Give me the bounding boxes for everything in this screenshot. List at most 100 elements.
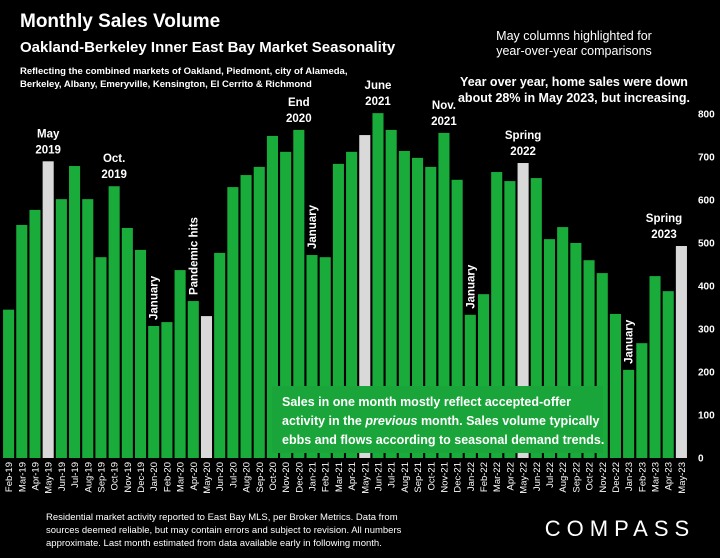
bar [346,151,358,458]
x-tick-label: Feb-21 [321,462,332,492]
bar [675,246,687,458]
bar [174,270,186,458]
chart-title: Monthly Sales Volume [20,11,220,32]
bar [662,291,674,458]
y-tick-label: 100 [698,411,715,422]
bar [649,276,661,458]
bar [583,260,595,458]
box-text-part: previous [364,414,417,428]
x-tick-label: Jan-22 [466,462,477,491]
annotation: Nov. [432,100,456,112]
y-tick-label: 800 [698,110,715,121]
bar [16,224,28,458]
annotation: Oct. [103,153,125,165]
bar [372,113,384,458]
annotation: Pandemic hits [188,217,200,295]
box-text: ebbs and flows according to seasonal dem… [282,433,604,447]
x-tick-label: Nov-19 [123,462,134,493]
x-tick-label: Apr-20 [189,462,200,491]
annotation: 2019 [101,169,127,181]
x-tick-label: Jan-23 [624,462,635,491]
x-tick-label: Mar-21 [334,462,345,492]
annotation: May [37,128,60,140]
x-tick-label: Jul-20 [228,462,239,488]
x-tick-label: Oct-19 [110,462,121,491]
chart-subtitle: Oakland-Berkeley Inner East Bay Market S… [20,39,396,56]
x-tick-label: Dec-21 [453,462,464,493]
bar [148,325,160,458]
note: May columns highlighted for [496,29,652,43]
note: year-over-year comparisons [496,44,652,58]
x-tick-label: Feb-19 [4,462,15,492]
x-tick-label: Dec-20 [294,462,305,493]
bar [609,313,621,458]
bar [636,343,648,458]
y-tick-label: 600 [698,196,715,207]
bar [42,161,54,459]
box-text: activity in the previous month. Sales vo… [282,414,600,428]
bar [240,175,252,458]
footer: Residential market activity reported to … [46,512,398,523]
footer: sources deemed reliable, but may contain… [46,525,402,536]
bar [266,135,278,458]
x-tick-label: Sep-21 [413,462,424,493]
annotation: End [288,97,310,109]
y-tick-label: 200 [698,368,715,379]
y-tick-label: 500 [698,239,715,250]
x-tick-label: Dec-19 [136,462,147,493]
box-text-part: month. Sales volume typically [417,414,599,428]
x-tick-label: Feb-20 [162,462,173,492]
x-tick-label: Dec-22 [611,462,622,493]
bar [3,309,15,458]
bar [543,239,556,458]
annotation: January [624,319,636,364]
bar [332,163,344,458]
y-tick-label: 0 [698,454,704,465]
bar [108,186,120,459]
x-tick-label: Jan-21 [308,462,319,491]
x-tick-label: Oct-22 [585,462,596,491]
x-tick-label: Jul-21 [387,462,398,488]
x-tick-label: Mar-22 [492,462,503,492]
x-tick-label: Apr-19 [30,462,41,491]
x-tick-label: May-23 [677,462,688,494]
bar [121,227,133,458]
box-text-part: Sales in one month mostly reflect accept… [282,395,571,409]
bar [517,163,529,458]
x-tick-label: Oct-21 [426,462,437,491]
bar [161,322,173,458]
y-tick-label: 700 [698,153,715,164]
x-tick-label: May-21 [360,462,371,494]
x-tick-label: Aug-22 [558,462,569,493]
text-box [272,386,603,453]
bar [477,294,490,458]
x-tick-label: Aug-21 [400,462,411,493]
x-tick-label: Feb-22 [479,462,490,492]
bar [425,166,437,458]
note: about 28% in May 2023, but increasing. [458,91,690,105]
x-tick-label: Jan-20 [149,462,160,491]
note: Year over year, home sales were down [460,75,688,89]
x-tick-label: Apr-22 [505,462,516,491]
x-tick-label: Mar-20 [176,462,187,492]
footer: approximate. Last month estimated from d… [46,538,382,549]
annotation: 2022 [510,146,536,158]
x-tick-label: Oct-20 [268,462,279,491]
x-tick-label: May-19 [44,462,55,494]
x-tick-label: Jun-21 [373,462,384,491]
annotation: June [365,80,392,92]
x-tick-label: Aug-20 [242,462,253,493]
bar [293,129,305,458]
y-tick-label: 300 [698,325,715,336]
description: Reflecting the combined markets of Oakla… [20,66,347,77]
x-tick-label: Jun-22 [532,462,543,491]
x-tick-label: Aug-19 [83,462,94,493]
x-tick-label: Sep-22 [571,462,582,493]
x-tick-label: Sep-19 [96,462,107,493]
x-tick-label: Feb-23 [637,462,648,492]
annotation: 2019 [35,144,61,156]
bar [187,301,199,458]
bar [491,172,503,459]
annotation: 2021 [365,96,391,108]
